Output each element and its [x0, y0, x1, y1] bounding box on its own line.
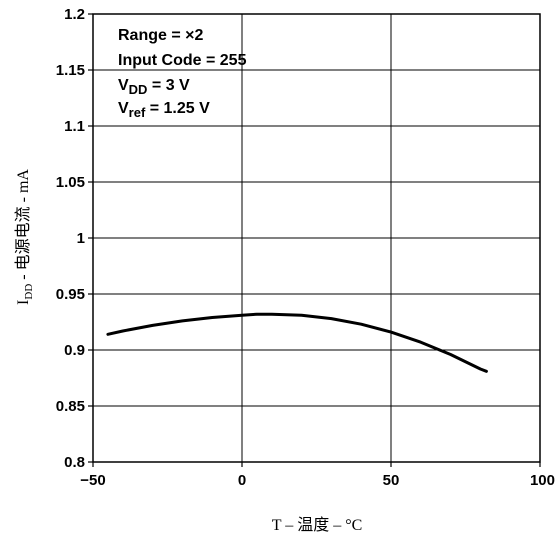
y-tick-label: 0.85 — [56, 398, 85, 415]
y-tick-label: 0.9 — [64, 342, 85, 359]
plot-frame — [92, 13, 541, 463]
note-vref: Vref = 1.25 V — [118, 100, 210, 120]
note-input-code: Input Code = 255 — [118, 52, 247, 69]
note-vdd: VDD = 3 V — [118, 77, 190, 97]
x-tick-label: −50 — [80, 472, 105, 489]
note-vdd-sub: DD — [129, 82, 148, 97]
y-tick-label: 0.8 — [64, 454, 85, 471]
series-line — [106, 312, 488, 373]
series — [106, 312, 488, 373]
note-vdd-rest: = 3 V — [147, 77, 190, 94]
note-range: Range = ×2 — [118, 27, 203, 44]
y-axis-title: IDD - 电源电流 - mA — [14, 169, 35, 305]
note-vdd-main: V — [118, 77, 129, 94]
x-axis-title: T – 温度 – °C — [272, 516, 363, 534]
y-tick-label: 0.95 — [56, 286, 85, 303]
y-axis-title-sub: DD — [23, 284, 35, 300]
y-axis-title-rest: - 电源电流 - mA — [14, 169, 32, 284]
x-tick-label: 0 — [238, 472, 246, 489]
x-tick-label: 50 — [383, 472, 400, 489]
note-vref-main: V — [118, 100, 129, 117]
y-tick-label: 1 — [77, 230, 85, 247]
note-vref-sub: ref — [129, 105, 146, 120]
y-tick-label: 1.15 — [56, 62, 85, 79]
x-tick-label: 100 — [530, 472, 555, 489]
y-tick-label: 1.05 — [56, 174, 85, 191]
y-axis-ticks: 0.8 0.85 0.9 0.95 1 1.05 1.1 1.15 1.2 — [56, 6, 93, 471]
y-axis-title-main: I — [15, 300, 32, 305]
y-tick-label: 1.1 — [64, 118, 85, 135]
x-axis-ticks: −50 0 50 100 — [80, 462, 555, 489]
y-tick-label: 1.2 — [64, 6, 85, 23]
note-vref-rest: = 1.25 V — [145, 100, 210, 117]
condition-notes: Range = ×2 Input Code = 255 VDD = 3 V Vr… — [118, 27, 247, 120]
